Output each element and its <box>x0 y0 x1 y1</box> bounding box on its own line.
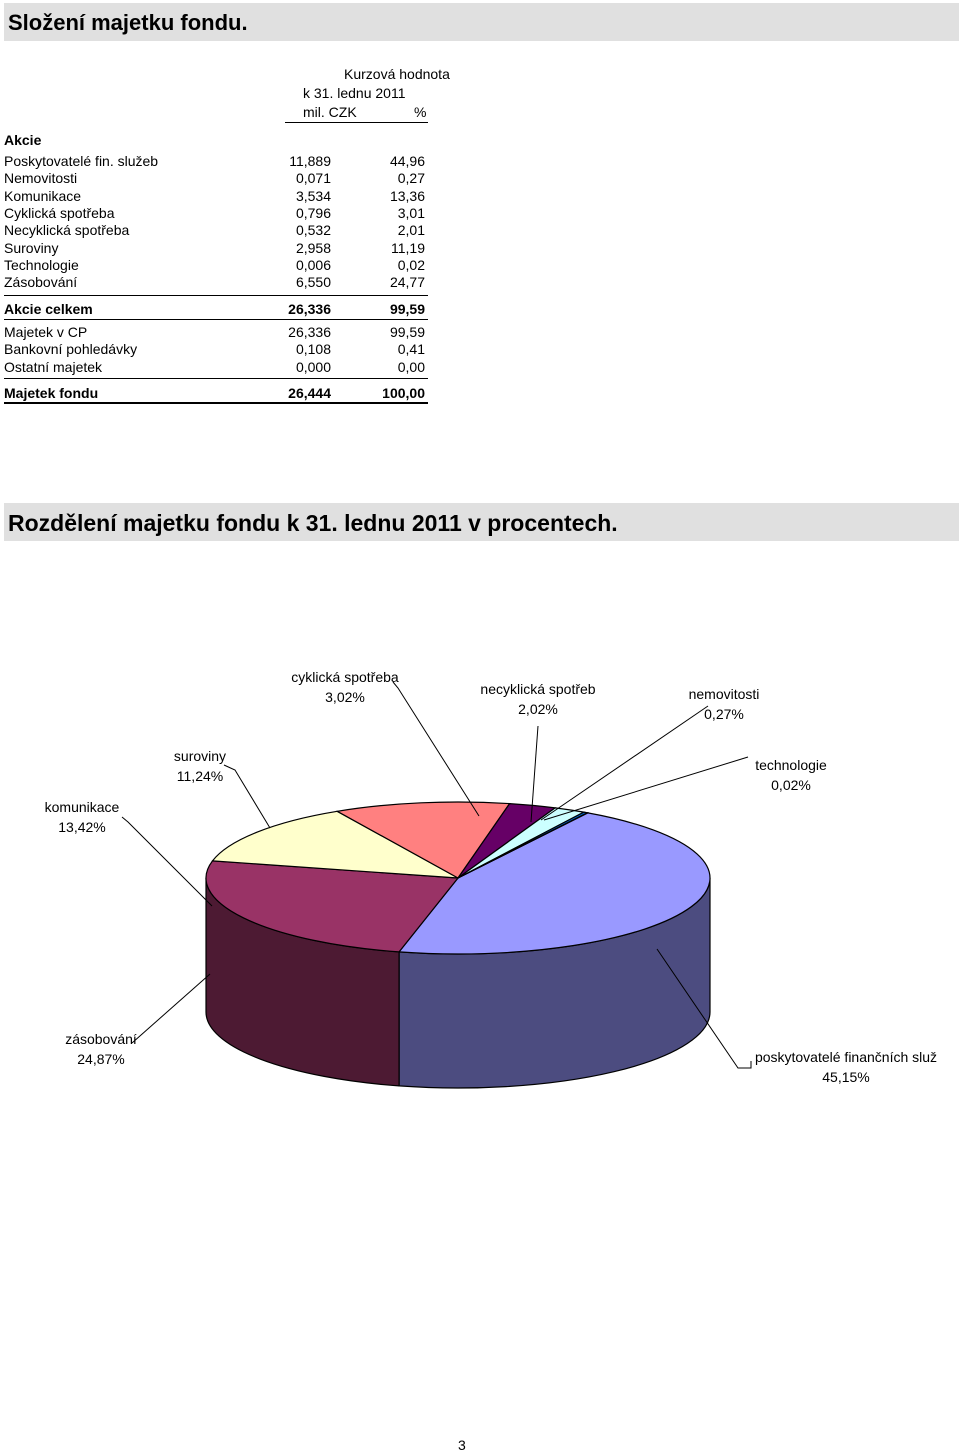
header-rule <box>285 122 428 123</box>
row-percent: 0,02 <box>397 256 425 273</box>
pie-label-technologie: technologie <box>755 757 827 773</box>
pie-label-necyklicka-spotreba: necyklická spotřeb <box>480 681 595 697</box>
row-value: 0,108 <box>295 341 331 358</box>
leader-line-technologie <box>543 756 749 821</box>
row-value: 26,444 <box>288 385 331 401</box>
row-percent: 0,27 <box>397 170 425 187</box>
pie-label-zasobovani: zásobování <box>65 1031 137 1047</box>
row-percent: 100,00 <box>382 385 425 401</box>
row-percent: 44,96 <box>389 153 425 169</box>
row-value: 26,336 <box>288 324 331 340</box>
pie-pct-nemovitosti: 0,27% <box>704 706 744 722</box>
pie-slice-zasobovani <box>205 860 460 953</box>
row-value: 11,889 <box>289 153 331 169</box>
table-rule <box>4 378 428 379</box>
pie-label-poskytovatele-financnich-sluzeb: poskytovatelé finančních služ <box>755 1049 937 1065</box>
leader-line-zasobovani <box>131 973 211 1044</box>
pie-slice-poskytovatele-financnich-sluzeb <box>397 812 711 955</box>
row-label: Majetek v CP <box>4 324 88 340</box>
row-value: 3,534 <box>295 187 331 204</box>
total-row: Majetek fondu 26,444 100,00 <box>4 385 428 402</box>
page-title: Složení majetku fondu. <box>4 3 959 41</box>
table-row: Zásobování 6,550 24,77 <box>4 274 428 291</box>
leader-line-poskytovatele-financnich-sluzeb <box>656 948 752 1069</box>
row-percent: 13,36 <box>389 187 425 204</box>
header-col1-line1: Kurzová hodnota <box>344 66 450 82</box>
table-row: Suroviny 2,958 11,19 <box>4 240 428 257</box>
row-label: Cyklická spotřeba <box>4 204 115 221</box>
pie-label-cyklicka-spotreba: cyklická spotřeba <box>291 669 399 685</box>
leader-line-cyklicka-spotreba <box>392 681 480 817</box>
pie-chart: poskytovatelé finančních služ 45,15% zásob… <box>45 669 937 1089</box>
row-percent: 0,00 <box>397 358 425 375</box>
row-label: Bankovní pohledávky <box>4 341 138 358</box>
row-label: Necyklická spotřeba <box>4 222 130 239</box>
table-row: Majetek v CP 26,336 99,59 <box>4 324 428 341</box>
pie-pct-technologie: 0,02% <box>771 777 811 793</box>
pie-pct-poskytovatele-financnich-sluzeb: 45,15% <box>822 1069 869 1085</box>
leader-line-nemovitosti <box>540 705 709 821</box>
row-value: 0,071 <box>295 170 331 187</box>
row-label: Poskytovatelé fin. služeb <box>4 153 159 169</box>
table-rule <box>4 402 428 404</box>
row-percent: 3,01 <box>397 204 425 221</box>
category-label: Akcie <box>4 132 42 148</box>
pie-pct-suroviny: 11,24% <box>177 768 223 784</box>
pie-pct-cyklicka-spotreba: 3,02% <box>325 689 365 705</box>
table-row: Technologie 0,006 0,02 <box>4 257 428 274</box>
pie-pct-necyklicka-spotreba: 2,02% <box>518 701 558 717</box>
leader-line-necyklicka-spotreba <box>530 725 539 823</box>
pie-pct-komunikace: 13,42% <box>58 819 105 835</box>
header-col1-line2: k 31. lednu 2011 <box>303 85 406 101</box>
table-rule <box>4 295 428 296</box>
pie-label-suroviny: suroviny <box>174 748 226 764</box>
leader-line-suroviny <box>223 764 271 829</box>
row-label: Ostatní majetek <box>4 358 103 375</box>
row-percent: 99,59 <box>389 324 425 340</box>
row-value: 6,550 <box>295 274 331 291</box>
table-rule <box>4 319 428 320</box>
row-value: 0,796 <box>295 204 331 221</box>
row-percent: 99,59 <box>389 301 425 317</box>
leader-line-komunikace <box>121 816 213 907</box>
row-percent: 24,77 <box>389 274 425 291</box>
row-percent: 2,01 <box>397 222 425 239</box>
header-col2: % <box>414 104 427 120</box>
row-label: Suroviny <box>4 239 59 256</box>
row-value: 0,532 <box>295 222 331 239</box>
table-row: Ostatní majetek 0,000 0,00 <box>4 359 428 376</box>
pie-slice-komunikace <box>211 810 459 879</box>
row-label: Akcie celkem <box>4 301 93 317</box>
page-number: 3 <box>458 1437 466 1453</box>
row-percent: 0,41 <box>397 341 425 358</box>
pie-label-nemovitosti: nemovitosti <box>689 686 760 702</box>
row-value: 0,006 <box>295 256 331 273</box>
pie-label-komunikace: komunikace <box>45 799 120 815</box>
table-row: Necyklická spotřeba 0,532 2,01 <box>4 222 428 239</box>
pie-slice-suroviny <box>335 801 511 879</box>
table-row: Komunikace 3,534 13,36 <box>4 188 428 205</box>
header-col1-line3: mil. CZK <box>303 104 357 120</box>
row-percent: 11,19 <box>391 239 425 256</box>
row-label: Nemovitosti <box>4 170 78 187</box>
row-label: Technologie <box>4 256 79 273</box>
pie-pct-zasobovani: 24,87% <box>77 1051 124 1067</box>
table-row: Nemovitosti 0,071 0,27 <box>4 170 428 187</box>
row-value: 2,958 <box>295 239 331 256</box>
table-row: Cyklická spotřeba 0,796 3,01 <box>4 205 428 222</box>
row-label: Komunikace <box>4 187 82 204</box>
row-value: 0,000 <box>295 358 331 375</box>
table-row: Bankovní pohledávky 0,108 0,41 <box>4 341 428 358</box>
chart-title: Rozdělení majetku fondu k 31. lednu 2011… <box>4 503 959 541</box>
table-row: Poskytovatelé fin. služeb 11,889 44,96 <box>4 153 428 170</box>
row-label: Majetek fondu <box>4 385 99 401</box>
row-value: 26,336 <box>288 301 331 317</box>
subtotal-row: Akcie celkem 26,336 99,59 <box>4 301 428 318</box>
row-label: Zásobování <box>4 274 78 291</box>
pie-slice-technologie <box>457 812 590 879</box>
